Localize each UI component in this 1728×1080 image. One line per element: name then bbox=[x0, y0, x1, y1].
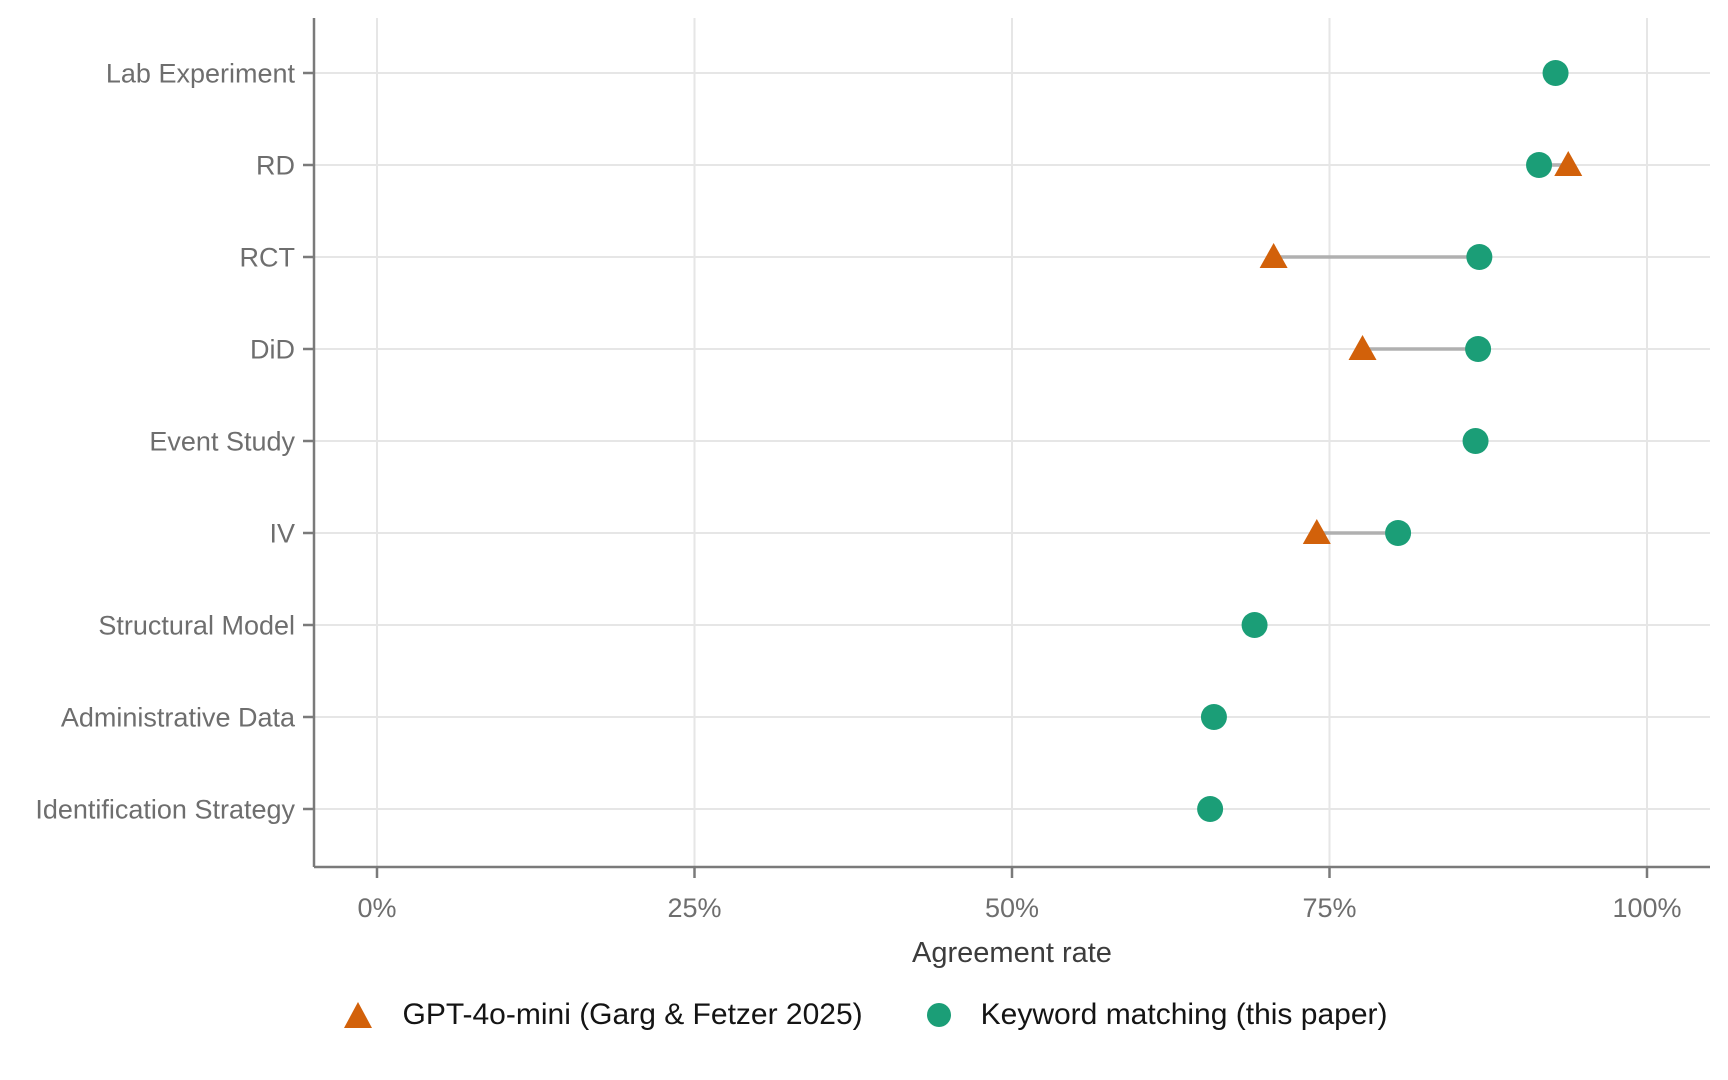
legend-item-gpt: GPT-4o-mini (Garg & Fetzer 2025) bbox=[340, 998, 863, 1032]
keyword-circle-marker bbox=[1462, 428, 1489, 454]
x-tick-label: 0% bbox=[357, 893, 396, 923]
category-label: Identification Strategy bbox=[35, 794, 295, 824]
keyword-circle-marker bbox=[1465, 336, 1492, 362]
gpt-triangle-marker bbox=[1554, 151, 1583, 176]
legend-label-gpt: GPT-4o-mini (Garg & Fetzer 2025) bbox=[402, 998, 863, 1031]
keyword-circle-marker bbox=[1200, 704, 1227, 730]
keyword-circle-marker bbox=[1385, 520, 1412, 546]
category-label: Administrative Data bbox=[61, 702, 296, 732]
legend-item-keyword: Keyword matching (this paper) bbox=[923, 998, 1388, 1032]
gpt-triangle-marker bbox=[1348, 335, 1377, 360]
category-label: RCT bbox=[240, 242, 296, 272]
keyword-circle-marker bbox=[1542, 60, 1569, 86]
x-tick-label: 50% bbox=[985, 893, 1039, 923]
keyword-circle-marker bbox=[1197, 796, 1224, 822]
triangle-marker-icon bbox=[344, 1002, 373, 1028]
category-label: IV bbox=[269, 518, 295, 548]
category-label: RD bbox=[256, 150, 295, 180]
category-label: Structural Model bbox=[98, 610, 295, 640]
chart-legend: GPT-4o-mini (Garg & Fetzer 2025) Keyword… bbox=[0, 998, 1728, 1032]
x-tick-label: 100% bbox=[1612, 893, 1681, 923]
keyword-circle-marker bbox=[1526, 152, 1553, 178]
gpt-triangle-marker bbox=[1259, 243, 1288, 268]
legend-label-keyword: Keyword matching (this paper) bbox=[980, 998, 1388, 1031]
circle-marker-icon bbox=[926, 1003, 951, 1027]
category-label: Event Study bbox=[149, 426, 295, 456]
gpt-triangle-marker bbox=[1302, 519, 1331, 544]
x-axis-title: Agreement rate bbox=[912, 937, 1112, 969]
x-tick-label: 75% bbox=[1302, 893, 1356, 923]
keyword-circle-marker bbox=[1241, 612, 1268, 638]
category-label: Lab Experiment bbox=[106, 58, 296, 88]
keyword-circle-marker bbox=[1466, 244, 1493, 270]
category-label: DiD bbox=[250, 334, 295, 364]
x-tick-label: 25% bbox=[667, 893, 721, 923]
